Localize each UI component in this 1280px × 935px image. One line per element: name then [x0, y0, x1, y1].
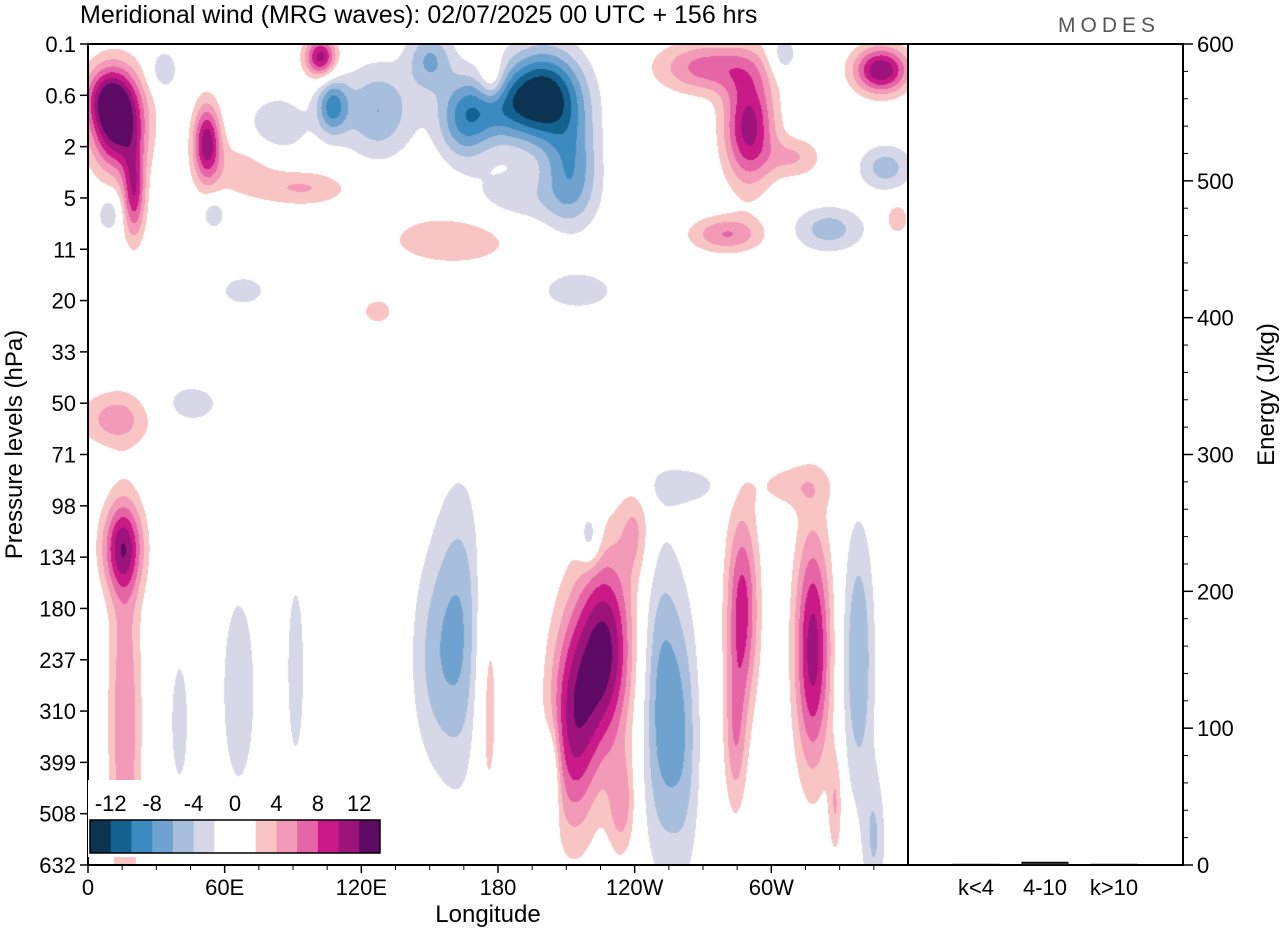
colorbar-swatch — [152, 820, 174, 853]
y-tick-label: 310 — [39, 699, 76, 724]
colorbar-label: 0 — [229, 791, 241, 816]
y-tick-label: 20 — [52, 289, 76, 314]
energy-bar-label: k>10 — [1090, 875, 1138, 900]
energy-bars — [952, 861, 1138, 866]
colorbar-label: -4 — [184, 791, 204, 816]
y-tick-label: 134 — [39, 545, 76, 570]
y-tick-label: 2 — [64, 135, 76, 160]
y-tick-label: 11 — [53, 237, 76, 262]
y-tick-label: 0.1 — [45, 32, 76, 57]
colorbar-swatch — [214, 820, 236, 853]
energy-tick-label: 300 — [1197, 443, 1234, 468]
colorbar-label: 4 — [270, 791, 282, 816]
y-tick-label: 632 — [39, 853, 76, 878]
x-tick-label: 60E — [205, 875, 244, 900]
colorbar-swatch — [131, 820, 153, 853]
energy-axis-label: Energy (J/kg) — [1253, 323, 1280, 466]
y-tick-label: 71 — [52, 443, 76, 468]
energy-tick-label: 400 — [1197, 306, 1234, 331]
colorbar-swatch — [172, 820, 195, 853]
x-tick-label: 120W — [606, 875, 664, 900]
x-tick-label: 60W — [749, 875, 794, 900]
colorbar-swatch — [110, 820, 132, 853]
y-tick-label: 98 — [52, 494, 76, 519]
colorbar-swatch — [193, 820, 215, 853]
y-tick-label: 508 — [39, 802, 76, 827]
colorbar-swatch — [90, 820, 112, 853]
axis-ticks — [80, 43, 1193, 873]
energy-plot-frame — [907, 43, 1184, 866]
colorbar-label: -12 — [95, 791, 127, 816]
x-tick-label: 0 — [82, 875, 94, 900]
energy-bar — [1090, 863, 1138, 866]
energy-tick-label: 0 — [1197, 853, 1209, 878]
colorbar-swatch — [297, 820, 319, 853]
colorbar-swatch — [276, 820, 298, 853]
colorbar — [88, 780, 382, 857]
x-tick-label: 120E — [336, 875, 387, 900]
energy-tick-label: 200 — [1197, 579, 1234, 604]
modes-logo: MODES — [1058, 14, 1160, 37]
y-tick-label: 180 — [39, 596, 76, 621]
y-tick-label: 399 — [39, 750, 76, 775]
energy-bar — [1021, 861, 1069, 866]
y-tick-label: 5 — [64, 186, 76, 211]
energy-tick-label: 600 — [1197, 32, 1234, 57]
colorbar-swatch — [235, 820, 257, 853]
colorbar-frame — [89, 819, 381, 854]
colorbar-label: 8 — [312, 791, 324, 816]
colorbar-label: 12 — [347, 791, 371, 816]
colorbar-swatch — [317, 820, 340, 853]
energy-tick-label: 500 — [1197, 169, 1234, 194]
energy-bar-label: k<4 — [958, 875, 994, 900]
colorbar-label: -8 — [142, 791, 162, 816]
colorbar-swatch — [338, 820, 360, 853]
heatmap-layer — [88, 44, 908, 865]
energy-bar-label: 4-10 — [1023, 875, 1067, 900]
y-tick-label: 237 — [39, 648, 76, 673]
y-tick-label: 50 — [52, 391, 76, 416]
y-tick-label: 0.6 — [45, 83, 76, 108]
energy-bar — [952, 863, 1000, 866]
colorbar-swatch — [255, 820, 277, 853]
x-tick-label: 180 — [480, 875, 517, 900]
y-axis-label: Pressure levels (hPa) — [1, 330, 28, 559]
heatmap-image — [88, 44, 908, 865]
colorbar-swatch — [359, 820, 381, 853]
chart-title: Meridional wind (MRG waves): 02/07/2025 … — [80, 1, 757, 29]
energy-tick-label: 100 — [1197, 716, 1234, 741]
x-axis-label: Longitude — [435, 901, 540, 928]
y-tick-label: 33 — [52, 340, 76, 365]
